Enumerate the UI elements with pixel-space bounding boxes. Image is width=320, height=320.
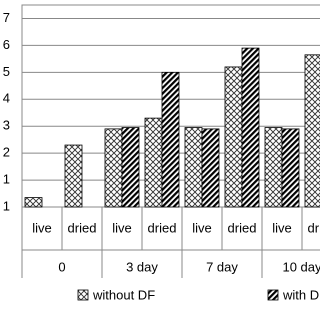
group-label: 7 day xyxy=(206,259,238,274)
y-tick-label: 5 xyxy=(3,64,10,79)
y-tick-label: 1 xyxy=(3,172,10,187)
group-label: 10 day xyxy=(282,259,320,274)
y-tick-label: 2 xyxy=(3,145,10,160)
group-label: 0 xyxy=(58,259,65,274)
bar xyxy=(104,128,123,208)
x-tick-label: dried xyxy=(228,220,257,235)
bar xyxy=(144,117,163,208)
y-tick-label: 4 xyxy=(3,91,10,106)
x-tick-label: dried xyxy=(68,220,97,235)
legend-swatch xyxy=(267,289,279,301)
x-tick-label: live xyxy=(192,220,212,235)
bar xyxy=(224,66,243,208)
y-tick-label: 1 xyxy=(3,198,10,213)
legend-label: without DF xyxy=(92,287,155,302)
bar xyxy=(241,47,260,208)
bar xyxy=(161,71,180,208)
bar xyxy=(201,128,220,208)
y-tick-label: 7 xyxy=(3,10,10,25)
x-tick-label: live xyxy=(32,220,52,235)
y-tick-label: 6 xyxy=(3,37,10,52)
y-tick-label: 3 xyxy=(3,118,10,133)
x-tick-label: live xyxy=(272,220,292,235)
x-tick-label: dried xyxy=(308,220,320,235)
x-tick-label: live xyxy=(112,220,132,235)
bar xyxy=(281,128,300,208)
bar xyxy=(304,54,320,208)
bar xyxy=(64,144,83,208)
bar xyxy=(121,127,140,208)
group-label: 3 day xyxy=(126,259,158,274)
bar xyxy=(184,127,203,208)
bar xyxy=(264,127,283,208)
legend-swatch xyxy=(77,289,89,301)
legend-label: with DF xyxy=(282,287,320,302)
x-tick-label: dried xyxy=(148,220,177,235)
bar xyxy=(24,197,43,208)
